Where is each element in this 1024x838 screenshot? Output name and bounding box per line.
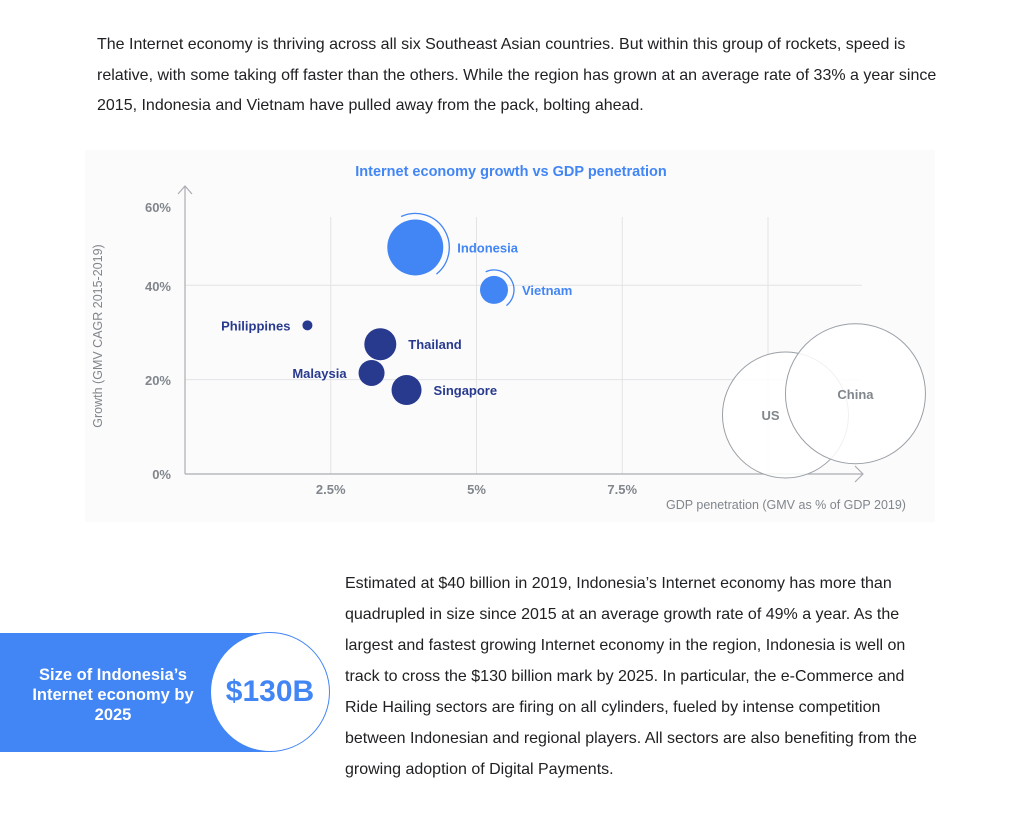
x-axis-label: GDP penetration (GMV as % of GDP 2019): [666, 498, 906, 512]
y-tick-label: 0%: [152, 467, 171, 482]
intro-paragraph: The Internet economy is thriving across …: [97, 36, 937, 114]
y-axis-arrow-icon: [177, 185, 193, 195]
bubble-label-vietnam: Vietnam: [522, 283, 572, 298]
bubble-label-indonesia: Indonesia: [457, 240, 518, 255]
bubble-label-china: China: [837, 387, 874, 402]
bubble-label-us: US: [761, 408, 779, 423]
bubble-indonesia-ring: [400, 212, 450, 275]
bubble-label-singapore: Singapore: [434, 383, 498, 398]
bubble-vietnam-ring: [485, 269, 515, 307]
bubble-label-philippines: Philippines: [221, 318, 290, 333]
chart-title: Internet economy growth vs GDP penetrati…: [355, 164, 667, 180]
x-tick-label: 7.5%: [607, 482, 637, 497]
bubble-label-malaysia: Malaysia: [292, 366, 347, 381]
bubble-singapore: [391, 374, 422, 405]
y-tick-label: 40%: [145, 279, 171, 294]
callout-value: $130B: [225, 675, 315, 708]
x-tick-label: 2.5%: [316, 482, 346, 497]
bubble-indonesia: [387, 219, 444, 276]
callout-circle: $130B: [210, 632, 330, 752]
bubble-thailand: [364, 328, 397, 361]
bubble-malaysia: [358, 359, 385, 386]
x-tick-label: 5%: [467, 482, 486, 497]
y-tick-label: 20%: [145, 373, 171, 388]
x-axis-arrow-icon: [854, 465, 864, 483]
bubble-china: [784, 323, 926, 465]
bubble-label-thailand: Thailand: [408, 337, 462, 352]
bubble-philippines: [302, 320, 313, 331]
body-paragraph: Estimated at $40 billion in 2019, Indone…: [345, 575, 917, 778]
bubble-vietnam: [479, 275, 508, 304]
callout-label: Size of Indonesia’s Internet economy by …: [32, 666, 194, 724]
y-tick-label: 60%: [145, 200, 171, 215]
y-axis-label: Growth (GMV CAGR 2015-2019): [91, 244, 105, 427]
